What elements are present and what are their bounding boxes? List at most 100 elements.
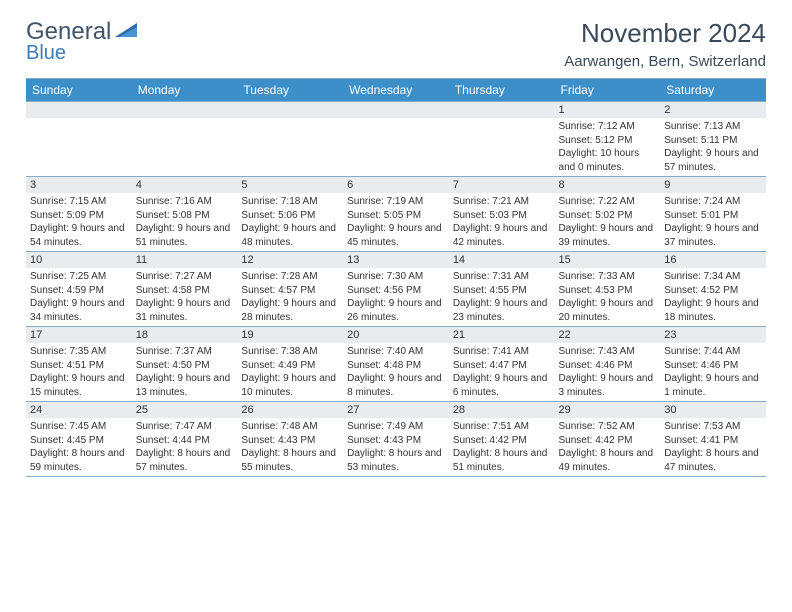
daylight-text: Daylight: 9 hours and 23 minutes. xyxy=(453,297,551,324)
day-body: Sunrise: 7:18 AMSunset: 5:06 PMDaylight:… xyxy=(237,193,343,251)
day-body: Sunrise: 7:47 AMSunset: 4:44 PMDaylight:… xyxy=(132,418,238,476)
day-number: 17 xyxy=(26,327,132,343)
day-cell: 5Sunrise: 7:18 AMSunset: 5:06 PMDaylight… xyxy=(237,177,343,252)
sunset-text: Sunset: 4:46 PM xyxy=(664,359,762,373)
day-cell: 19Sunrise: 7:38 AMSunset: 4:49 PMDayligh… xyxy=(237,327,343,402)
sunrise-text: Sunrise: 7:25 AM xyxy=(30,270,128,284)
sunset-text: Sunset: 4:41 PM xyxy=(664,434,762,448)
daylight-text: Daylight: 9 hours and 26 minutes. xyxy=(347,297,445,324)
day-number: 22 xyxy=(555,327,661,343)
sunset-text: Sunset: 4:55 PM xyxy=(453,284,551,298)
day-body: Sunrise: 7:21 AMSunset: 5:03 PMDaylight:… xyxy=(449,193,555,251)
sunrise-text: Sunrise: 7:45 AM xyxy=(30,420,128,434)
sunrise-text: Sunrise: 7:52 AM xyxy=(559,420,657,434)
week-row: 1Sunrise: 7:12 AMSunset: 5:12 PMDaylight… xyxy=(26,102,766,177)
daylight-text: Daylight: 8 hours and 53 minutes. xyxy=(347,447,445,474)
sunset-text: Sunset: 4:52 PM xyxy=(664,284,762,298)
daylight-text: Daylight: 9 hours and 37 minutes. xyxy=(664,222,762,249)
day-cell: 28Sunrise: 7:51 AMSunset: 4:42 PMDayligh… xyxy=(449,402,555,477)
day-cell: 9Sunrise: 7:24 AMSunset: 5:01 PMDaylight… xyxy=(660,177,766,252)
week-row: 3Sunrise: 7:15 AMSunset: 5:09 PMDaylight… xyxy=(26,177,766,252)
day-body: Sunrise: 7:48 AMSunset: 4:43 PMDaylight:… xyxy=(237,418,343,476)
day-body: Sunrise: 7:34 AMSunset: 4:52 PMDaylight:… xyxy=(660,268,766,326)
sunrise-text: Sunrise: 7:34 AM xyxy=(664,270,762,284)
sunset-text: Sunset: 5:09 PM xyxy=(30,209,128,223)
day-body: Sunrise: 7:53 AMSunset: 4:41 PMDaylight:… xyxy=(660,418,766,476)
day-body xyxy=(237,118,343,176)
daylight-text: Daylight: 9 hours and 28 minutes. xyxy=(241,297,339,324)
day-cell: 3Sunrise: 7:15 AMSunset: 5:09 PMDaylight… xyxy=(26,177,132,252)
dow-saturday: Saturday xyxy=(660,79,766,102)
sunrise-text: Sunrise: 7:43 AM xyxy=(559,345,657,359)
daylight-text: Daylight: 9 hours and 51 minutes. xyxy=(136,222,234,249)
day-body: Sunrise: 7:49 AMSunset: 4:43 PMDaylight:… xyxy=(343,418,449,476)
day-number: 28 xyxy=(449,402,555,418)
day-cell: 4Sunrise: 7:16 AMSunset: 5:08 PMDaylight… xyxy=(132,177,238,252)
day-number: 29 xyxy=(555,402,661,418)
day-cell: 14Sunrise: 7:31 AMSunset: 4:55 PMDayligh… xyxy=(449,252,555,327)
week-row: 10Sunrise: 7:25 AMSunset: 4:59 PMDayligh… xyxy=(26,252,766,327)
daylight-text: Daylight: 9 hours and 54 minutes. xyxy=(30,222,128,249)
sunrise-text: Sunrise: 7:51 AM xyxy=(453,420,551,434)
day-number: 4 xyxy=(132,177,238,193)
day-cell: 7Sunrise: 7:21 AMSunset: 5:03 PMDaylight… xyxy=(449,177,555,252)
day-body: Sunrise: 7:41 AMSunset: 4:47 PMDaylight:… xyxy=(449,343,555,401)
dow-thursday: Thursday xyxy=(449,79,555,102)
day-number xyxy=(26,102,132,118)
day-cell xyxy=(26,102,132,177)
day-cell: 24Sunrise: 7:45 AMSunset: 4:45 PMDayligh… xyxy=(26,402,132,477)
day-cell: 23Sunrise: 7:44 AMSunset: 4:46 PMDayligh… xyxy=(660,327,766,402)
day-number xyxy=(449,102,555,118)
day-cell xyxy=(343,102,449,177)
sunrise-text: Sunrise: 7:35 AM xyxy=(30,345,128,359)
page: General November 2024 Aarwangen, Bern, S… xyxy=(0,0,792,495)
day-number: 27 xyxy=(343,402,449,418)
day-number: 11 xyxy=(132,252,238,268)
sunrise-text: Sunrise: 7:31 AM xyxy=(453,270,551,284)
day-number: 25 xyxy=(132,402,238,418)
day-cell: 30Sunrise: 7:53 AMSunset: 4:41 PMDayligh… xyxy=(660,402,766,477)
daylight-text: Daylight: 10 hours and 0 minutes. xyxy=(559,147,657,174)
sunset-text: Sunset: 5:01 PM xyxy=(664,209,762,223)
day-cell: 26Sunrise: 7:48 AMSunset: 4:43 PMDayligh… xyxy=(237,402,343,477)
day-cell: 13Sunrise: 7:30 AMSunset: 4:56 PMDayligh… xyxy=(343,252,449,327)
daylight-text: Daylight: 8 hours and 55 minutes. xyxy=(241,447,339,474)
sunrise-text: Sunrise: 7:44 AM xyxy=(664,345,762,359)
day-body: Sunrise: 7:30 AMSunset: 4:56 PMDaylight:… xyxy=(343,268,449,326)
page-title: November 2024 xyxy=(564,18,766,49)
day-number: 23 xyxy=(660,327,766,343)
day-body: Sunrise: 7:45 AMSunset: 4:45 PMDaylight:… xyxy=(26,418,132,476)
sunset-text: Sunset: 4:58 PM xyxy=(136,284,234,298)
dow-tuesday: Tuesday xyxy=(237,79,343,102)
daylight-text: Daylight: 9 hours and 57 minutes. xyxy=(664,147,762,174)
day-cell: 1Sunrise: 7:12 AMSunset: 5:12 PMDaylight… xyxy=(555,102,661,177)
sunrise-text: Sunrise: 7:37 AM xyxy=(136,345,234,359)
sunrise-text: Sunrise: 7:16 AM xyxy=(136,195,234,209)
sunset-text: Sunset: 4:50 PM xyxy=(136,359,234,373)
daylight-text: Daylight: 9 hours and 34 minutes. xyxy=(30,297,128,324)
logo-text-blue: Blue xyxy=(26,42,66,64)
daylight-text: Daylight: 9 hours and 31 minutes. xyxy=(136,297,234,324)
sunrise-text: Sunrise: 7:48 AM xyxy=(241,420,339,434)
sunrise-text: Sunrise: 7:12 AM xyxy=(559,120,657,134)
daylight-text: Daylight: 8 hours and 49 minutes. xyxy=(559,447,657,474)
sunrise-text: Sunrise: 7:18 AM xyxy=(241,195,339,209)
daylight-text: Daylight: 8 hours and 47 minutes. xyxy=(664,447,762,474)
daylight-text: Daylight: 9 hours and 3 minutes. xyxy=(559,372,657,399)
sunrise-text: Sunrise: 7:47 AM xyxy=(136,420,234,434)
daylight-text: Daylight: 9 hours and 48 minutes. xyxy=(241,222,339,249)
day-cell: 6Sunrise: 7:19 AMSunset: 5:05 PMDaylight… xyxy=(343,177,449,252)
sunset-text: Sunset: 4:56 PM xyxy=(347,284,445,298)
daylight-text: Daylight: 8 hours and 51 minutes. xyxy=(453,447,551,474)
day-number: 3 xyxy=(26,177,132,193)
day-body: Sunrise: 7:27 AMSunset: 4:58 PMDaylight:… xyxy=(132,268,238,326)
daylight-text: Daylight: 9 hours and 13 minutes. xyxy=(136,372,234,399)
sunset-text: Sunset: 4:47 PM xyxy=(453,359,551,373)
daylight-text: Daylight: 9 hours and 15 minutes. xyxy=(30,372,128,399)
day-body xyxy=(132,118,238,176)
sunrise-text: Sunrise: 7:21 AM xyxy=(453,195,551,209)
day-body: Sunrise: 7:28 AMSunset: 4:57 PMDaylight:… xyxy=(237,268,343,326)
day-body: Sunrise: 7:12 AMSunset: 5:12 PMDaylight:… xyxy=(555,118,661,176)
day-body: Sunrise: 7:24 AMSunset: 5:01 PMDaylight:… xyxy=(660,193,766,251)
header: General November 2024 Aarwangen, Bern, S… xyxy=(26,18,766,70)
